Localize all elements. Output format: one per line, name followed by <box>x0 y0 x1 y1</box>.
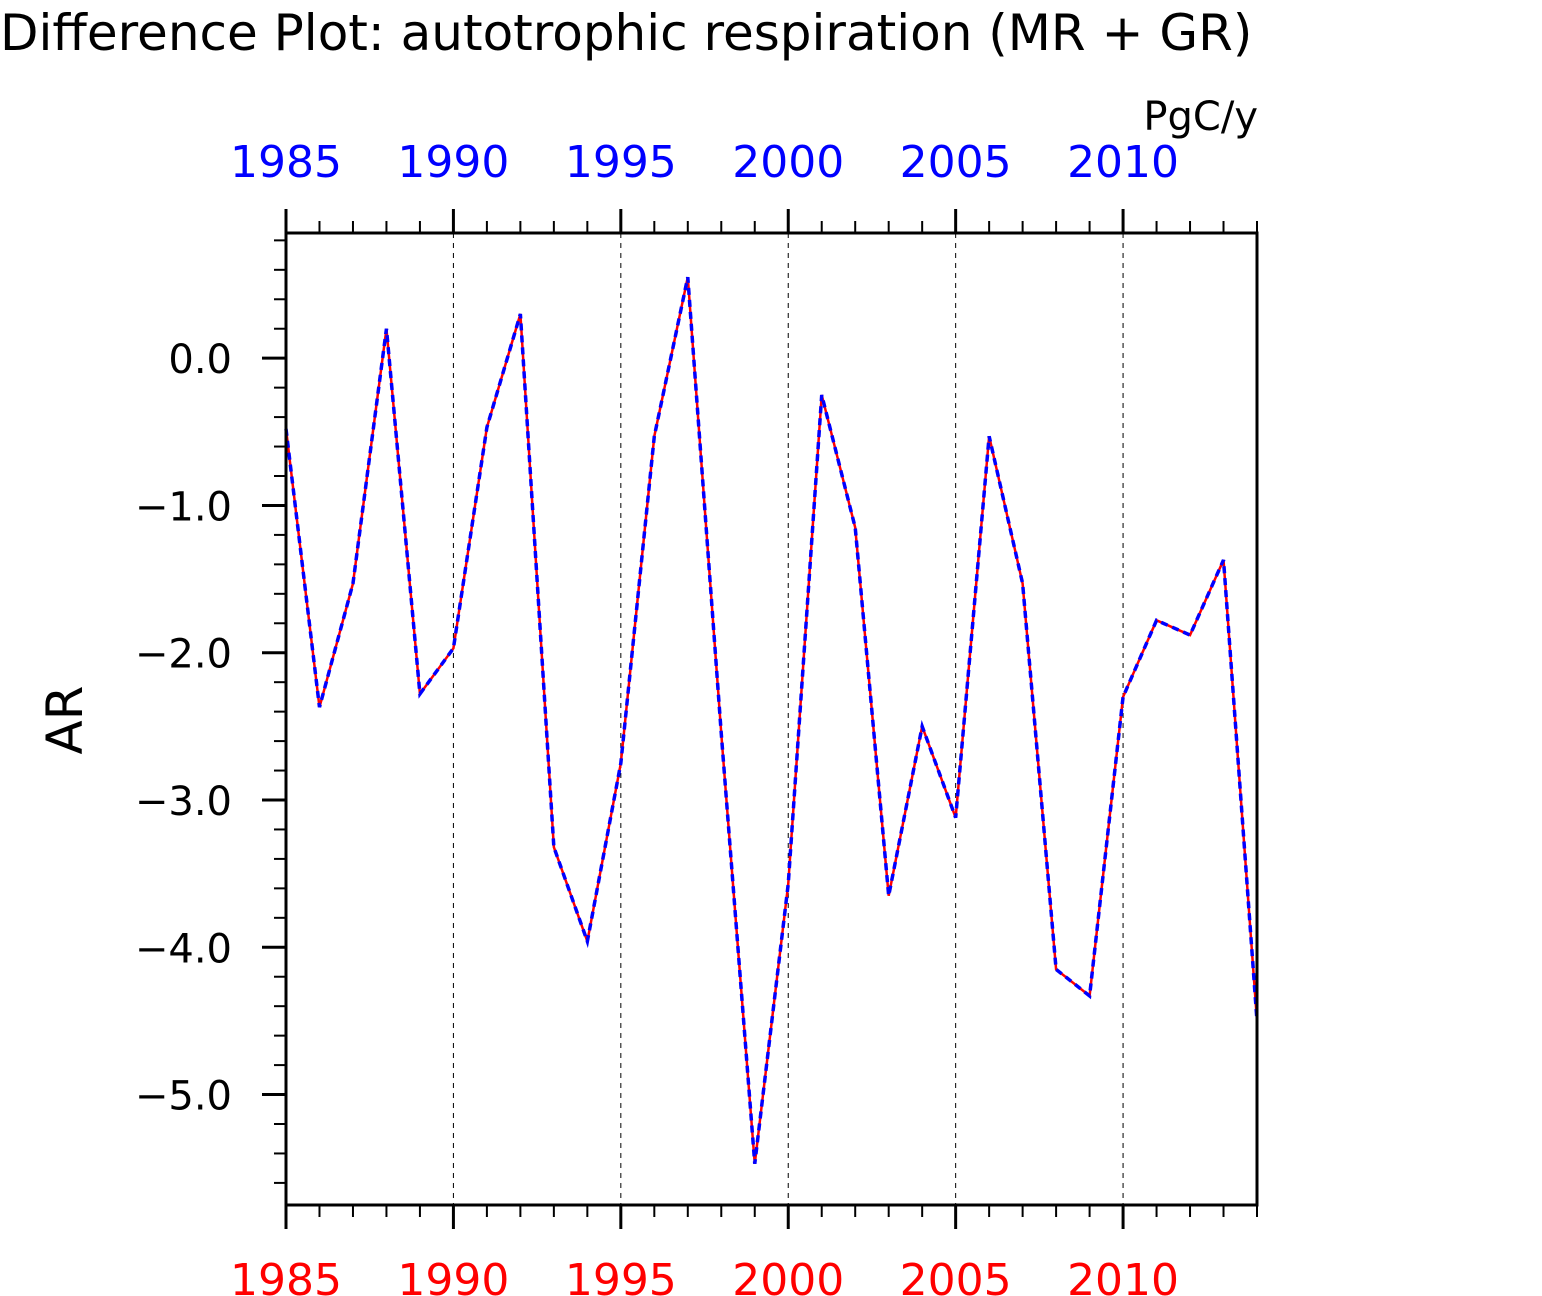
x-tick-labels-bottom: 1985 1990 1995 2000 2005 2010 <box>230 1255 1179 1296</box>
x-tick-label-bottom-2000: 2000 <box>732 1255 844 1296</box>
x-tick-label-top-2005: 2005 <box>900 137 1012 188</box>
series-line-1 <box>284 276 1259 1164</box>
x-tick-label-bottom-1985: 1985 <box>230 1255 342 1296</box>
y-tick-label-0: 0.0 <box>168 337 232 383</box>
y-tick-label-5: −5.0 <box>135 1074 232 1120</box>
plot-frame <box>284 231 1259 1207</box>
series-line-0 <box>284 276 1259 1164</box>
x-tick-label-top-1985: 1985 <box>230 137 342 188</box>
axis-ticks <box>262 209 1258 1229</box>
y-axis-label: AR <box>36 686 94 755</box>
x-tick-labels-top: 1985 1990 1995 2000 2005 2010 <box>230 137 1179 188</box>
series-layer <box>284 276 1259 1164</box>
chart-title: Difference Plot: autotrophic respiration… <box>0 4 1252 62</box>
x-tick-label-top-1990: 1990 <box>397 137 509 188</box>
y-tick-label-2: −2.0 <box>135 632 232 678</box>
grid-lines <box>452 233 1124 1205</box>
x-tick-label-top-1995: 1995 <box>565 137 677 188</box>
y-tick-labels: 0.0 −1.0 −2.0 −3.0 −4.0 −5.0 <box>135 337 232 1119</box>
units-label: PgC/y <box>1143 94 1258 140</box>
y-tick-label-3: −3.0 <box>135 779 232 825</box>
y-tick-label-1: −1.0 <box>135 484 232 530</box>
x-tick-label-top-2010: 2010 <box>1067 137 1179 188</box>
x-tick-label-bottom-1990: 1990 <box>397 1255 509 1296</box>
x-tick-label-top-2000: 2000 <box>732 137 844 188</box>
x-tick-label-bottom-2005: 2005 <box>900 1255 1012 1296</box>
y-tick-label-4: −4.0 <box>135 926 232 972</box>
x-tick-label-bottom-2010: 2010 <box>1067 1255 1179 1296</box>
x-tick-label-bottom-1995: 1995 <box>565 1255 677 1296</box>
